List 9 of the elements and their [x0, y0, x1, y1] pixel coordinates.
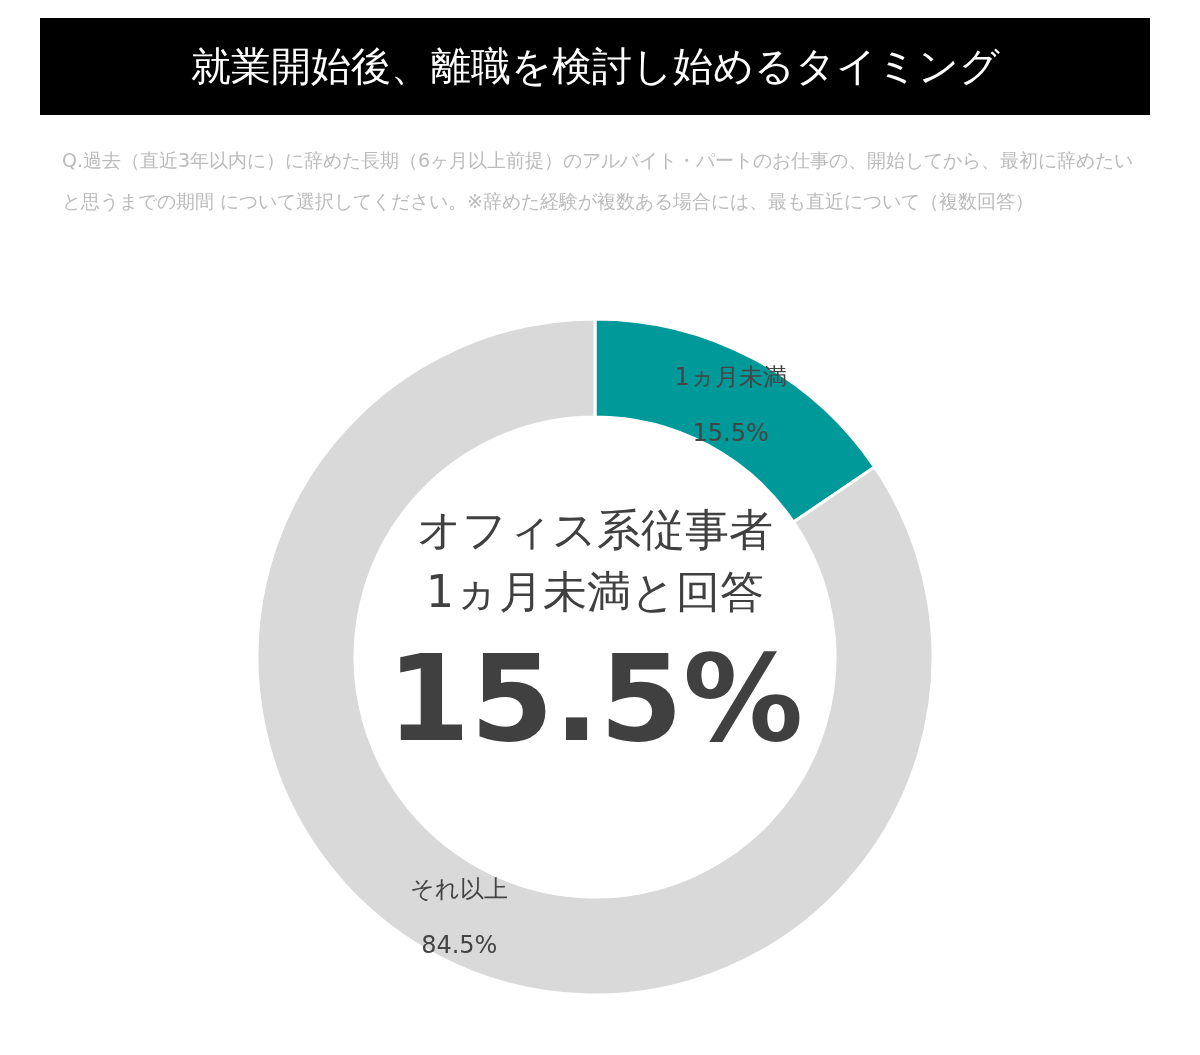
- text: 1ヵ月未満と回答: [426, 566, 764, 617]
- data-label: 15.5%: [692, 418, 769, 447]
- slice-label: 1ヵ月未満: [674, 362, 787, 391]
- chart-title: 就業開始後、離職を検討し始めるタイミング: [40, 18, 1150, 115]
- text: 15.5%: [386, 629, 804, 768]
- chart-subtitle: Q.過去（直近3年以内に）に辞めた長期（6ヶ月以上前提）のアルバイト・パートのお仕事の、開始してから、最初に辞めたいと思うまでの期間 について選択してください。※辞めた経験が複数ある場合には、最も直近について（複数回答）: [62, 148, 1135, 214]
- slice-label: それ以上: [410, 875, 509, 904]
- text: オフィス系従事者: [417, 504, 773, 555]
- data-label: 84.5%: [421, 931, 498, 960]
